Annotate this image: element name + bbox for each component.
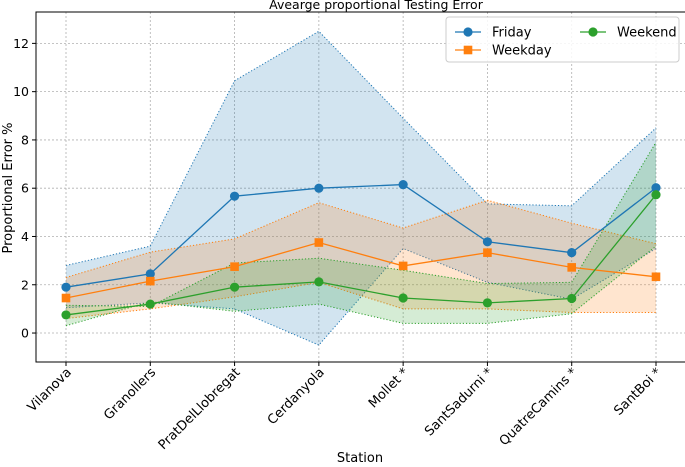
y-tick-label: 12 — [13, 36, 29, 51]
x-tick-label: Vilanova — [25, 365, 75, 415]
weekday-point — [61, 293, 71, 303]
weekend-point — [651, 190, 661, 200]
x-tick-label: PratDelLlobregat — [156, 365, 244, 453]
friday-point — [398, 179, 408, 190]
x-tick-label: SantBoi * — [611, 365, 665, 419]
weekend-band — [66, 142, 656, 326]
friday-point — [145, 269, 155, 279]
x-tick-label: QuatreCamins * — [497, 365, 581, 449]
friday-legend-marker — [463, 27, 473, 37]
weekday-point — [145, 276, 155, 286]
x-tick-label: SantSadurni * — [422, 365, 497, 440]
y-tick-label: 0 — [21, 326, 29, 341]
friday-line — [65, 183, 657, 288]
legend-box — [445, 16, 680, 63]
friday-point — [229, 191, 240, 201]
series-lines — [65, 183, 657, 316]
x-tick-label: Granollers — [101, 365, 159, 423]
friday-point — [61, 282, 71, 292]
weekend-legend-label: Weekend — [617, 26, 677, 41]
friday-band-lower — [65, 247, 657, 346]
weekday-point — [567, 263, 577, 272]
weekday-band — [66, 200, 656, 319]
weekend-line — [65, 194, 657, 316]
friday-point — [314, 183, 324, 193]
friday-band — [66, 31, 656, 346]
x-tick-label: Mollet * — [366, 365, 412, 411]
weekend-legend-marker — [588, 27, 598, 37]
weekday-line — [65, 241, 657, 299]
y-tick-label: 10 — [13, 84, 29, 99]
x-tick-label: Cerdanyola — [265, 365, 328, 428]
friday-legend-label: Friday — [492, 26, 532, 41]
weekend-point — [61, 310, 71, 320]
confidence-bands — [65, 30, 657, 346]
weekend-point — [398, 293, 408, 303]
weekday-point — [230, 262, 239, 271]
series-markers — [61, 179, 661, 320]
weekend-point — [145, 299, 155, 309]
friday-point — [567, 248, 577, 258]
y-axis: 0 2 4 6 8 10 12 — [13, 36, 36, 341]
y-axis-label: Proportional Error % — [1, 123, 16, 254]
weekday-point — [314, 238, 324, 247]
weekend-band-upper — [65, 142, 657, 307]
plot-frame — [35, 11, 685, 363]
weekday-legend-label: Weekday — [492, 44, 552, 59]
weekday-point — [651, 272, 661, 282]
y-tick-label: 6 — [21, 181, 29, 196]
weekend-point — [482, 298, 493, 308]
friday-point — [482, 237, 493, 247]
chart-title: Avearge proportional Testing Error — [269, 0, 484, 12]
x-axis-label: Station — [337, 451, 383, 466]
weekday-point — [398, 261, 408, 271]
weekend-point — [229, 282, 240, 292]
y-tick-label: 2 — [21, 277, 29, 292]
y-tick-label: 8 — [21, 132, 29, 147]
weekday-point — [483, 248, 492, 257]
weekday-legend-marker — [463, 45, 473, 55]
weekend-point — [567, 293, 577, 304]
legend: Friday Weekday Weekend — [445, 16, 680, 63]
y-tick-label: 4 — [21, 229, 29, 244]
friday-point — [651, 183, 661, 193]
weekend-point — [314, 277, 324, 287]
grid — [36, 12, 685, 362]
